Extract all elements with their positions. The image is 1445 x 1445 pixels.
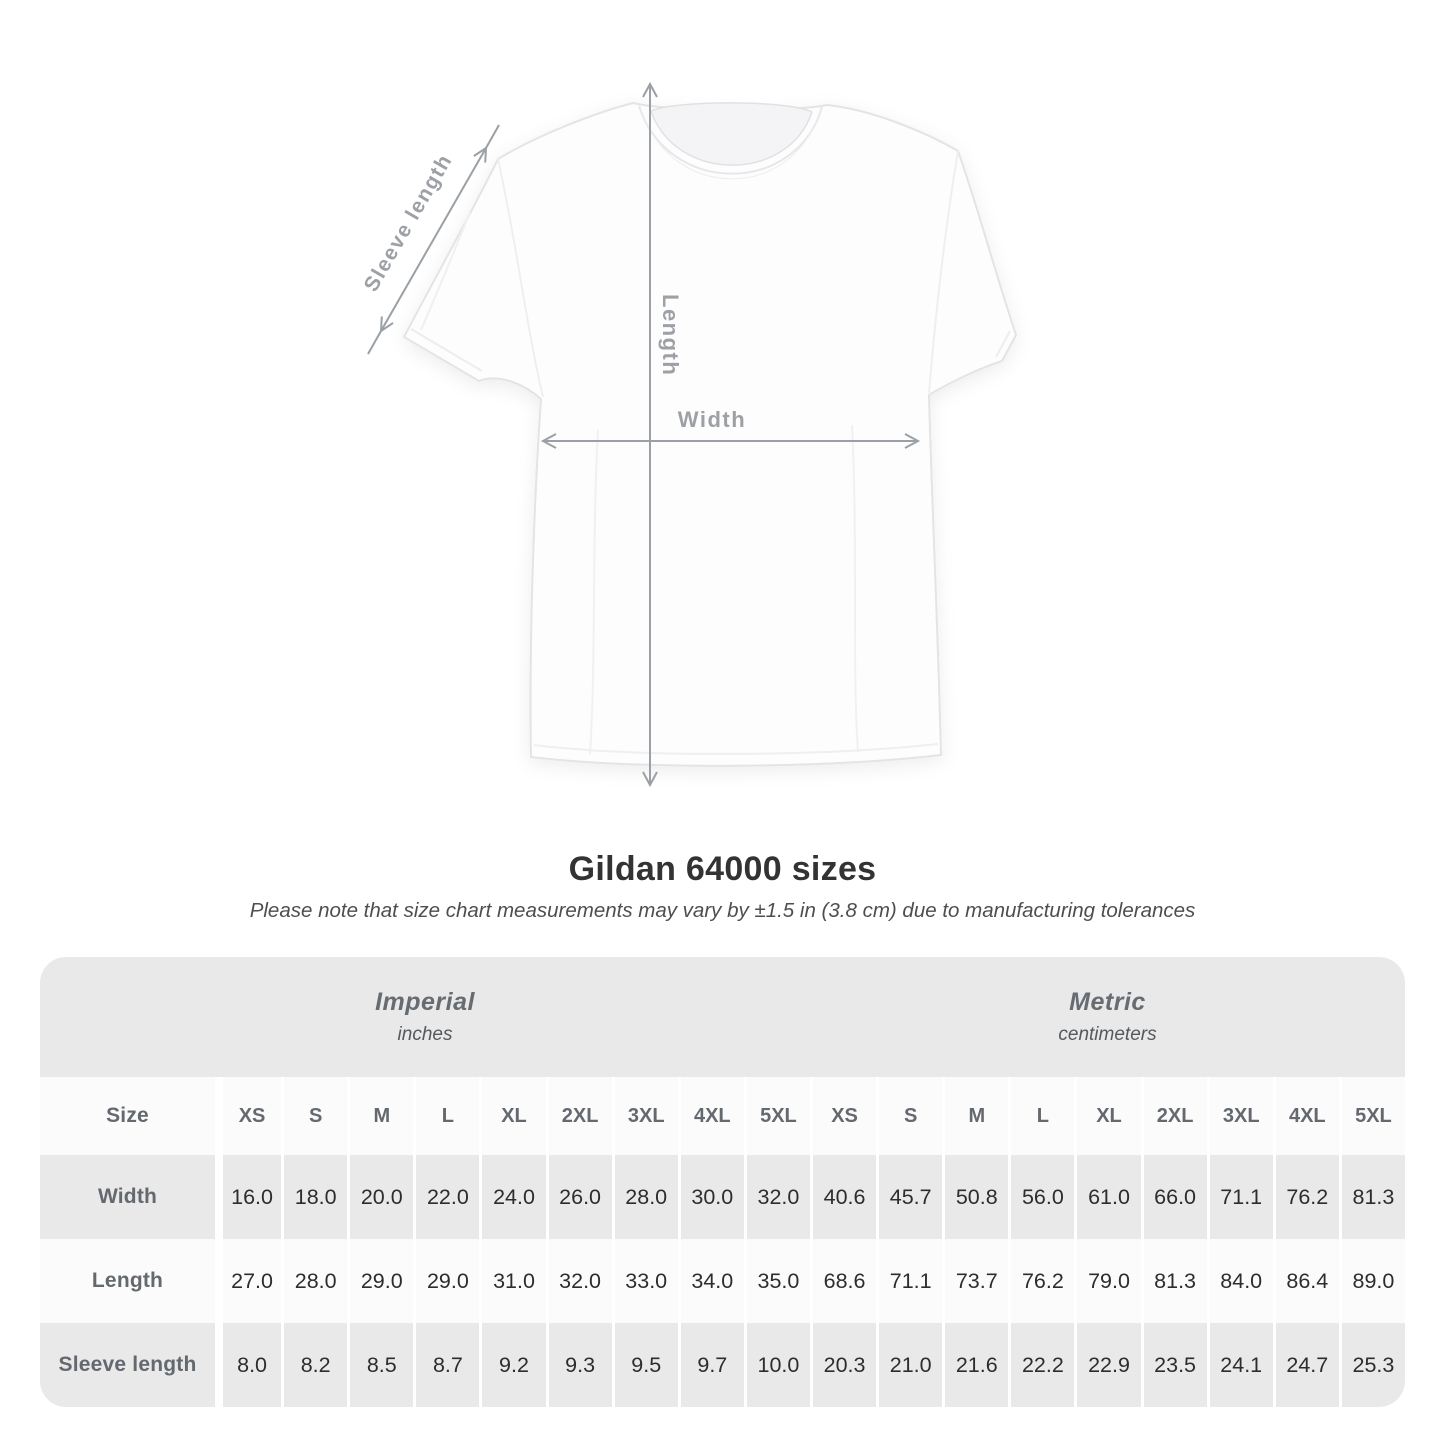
- value-cell: 21.0: [876, 1323, 943, 1407]
- size-header-5xl: 5XL: [743, 1077, 810, 1155]
- value-cell: 81.3: [1140, 1239, 1207, 1323]
- value-cell: 24.7: [1272, 1323, 1339, 1407]
- value-cell: 18.0: [281, 1155, 348, 1239]
- value-cell: 68.6: [810, 1239, 877, 1323]
- value-cell: 8.2: [281, 1323, 348, 1407]
- value-cell: 32.0: [743, 1155, 810, 1239]
- value-cell: 9.7: [677, 1323, 744, 1407]
- value-cell: 76.2: [1008, 1239, 1075, 1323]
- size-header-xl: XL: [1074, 1077, 1141, 1155]
- value-cell: 79.0: [1074, 1239, 1141, 1323]
- value-cell: 61.0: [1074, 1155, 1141, 1239]
- size-header-4xl: 4XL: [677, 1077, 744, 1155]
- value-cell: 34.0: [677, 1239, 744, 1323]
- value-cell: 22.9: [1074, 1323, 1141, 1407]
- value-cell: 24.1: [1206, 1323, 1273, 1407]
- value-cell: 32.0: [545, 1239, 612, 1323]
- unit-group-name: Imperial: [375, 988, 475, 1016]
- value-cell: 26.0: [545, 1155, 612, 1239]
- value-cell: 35.0: [743, 1239, 810, 1323]
- size-column-header: Size: [40, 1077, 215, 1155]
- size-header-l: L: [413, 1077, 480, 1155]
- value-cell: 21.6: [942, 1323, 1009, 1407]
- unit-group-name: Metric: [1069, 988, 1146, 1016]
- value-cell: 56.0: [1008, 1155, 1075, 1239]
- value-cell: 22.2: [1008, 1323, 1075, 1407]
- tshirt-illustration: Width Length Sleeve length: [360, 81, 1018, 788]
- value-cell: 16.0: [215, 1155, 282, 1239]
- value-cell: 81.3: [1338, 1155, 1405, 1239]
- value-cell: 9.3: [545, 1323, 612, 1407]
- size-header-xl: XL: [479, 1077, 546, 1155]
- value-cell: 28.0: [281, 1239, 348, 1323]
- value-cell: 71.1: [1206, 1155, 1273, 1239]
- size-header-m: M: [347, 1077, 414, 1155]
- value-cell: 76.2: [1272, 1155, 1339, 1239]
- row-label: Length: [40, 1239, 215, 1323]
- value-cell: 71.1: [876, 1239, 943, 1323]
- value-cell: 20.0: [347, 1155, 414, 1239]
- size-header-s: S: [876, 1077, 943, 1155]
- value-cell: 73.7: [942, 1239, 1009, 1323]
- size-header-2xl: 2XL: [1140, 1077, 1207, 1155]
- value-cell: 24.0: [479, 1155, 546, 1239]
- sleeve-length-arrow: [367, 124, 500, 355]
- size-header-3xl: 3XL: [611, 1077, 678, 1155]
- size-header-4xl: 4XL: [1272, 1077, 1339, 1155]
- value-cell: 31.0: [479, 1239, 546, 1323]
- value-cell: 50.8: [942, 1155, 1009, 1239]
- width-label: Width: [678, 407, 746, 432]
- value-cell: 28.0: [611, 1155, 678, 1239]
- size-header-xs: XS: [215, 1077, 282, 1155]
- size-header-3xl: 3XL: [1206, 1077, 1273, 1155]
- value-cell: 8.7: [413, 1323, 480, 1407]
- page-title: Gildan 64000 sizes: [568, 850, 877, 888]
- size-header-m: M: [942, 1077, 1009, 1155]
- value-cell: 8.5: [347, 1323, 414, 1407]
- value-cell: 10.0: [743, 1323, 810, 1407]
- row-label: Width: [40, 1155, 215, 1239]
- value-cell: 29.0: [347, 1239, 414, 1323]
- value-cell: 27.0: [215, 1239, 282, 1323]
- value-cell: 89.0: [1338, 1239, 1405, 1323]
- row-label: Sleeve length: [40, 1323, 215, 1407]
- tshirt-body: [402, 101, 1018, 767]
- value-cell: 8.0: [215, 1323, 282, 1407]
- collar-opening: [650, 102, 813, 166]
- value-cell: 66.0: [1140, 1155, 1207, 1239]
- value-cell: 40.6: [810, 1155, 877, 1239]
- value-cell: 20.3: [810, 1323, 877, 1407]
- size-header-s: S: [281, 1077, 348, 1155]
- size-header-5xl: 5XL: [1338, 1077, 1405, 1155]
- value-cell: 9.5: [611, 1323, 678, 1407]
- unit-group-unit: centimeters: [1058, 1024, 1157, 1045]
- value-cell: 45.7: [876, 1155, 943, 1239]
- tolerance-note: Please note that size chart measurements…: [249, 899, 1196, 922]
- value-cell: 9.2: [479, 1323, 546, 1407]
- tshirt-measurement-diagram: Width Length Sleeve length: [360, 81, 1018, 788]
- value-cell: 29.0: [413, 1239, 480, 1323]
- unit-group-header-imperial: Imperial inches: [40, 957, 810, 1077]
- value-cell: 30.0: [677, 1155, 744, 1239]
- value-cell: 33.0: [611, 1239, 678, 1323]
- size-header-l: L: [1008, 1077, 1075, 1155]
- unit-group-header-metric: Metric centimeters: [810, 957, 1405, 1077]
- value-cell: 25.3: [1338, 1323, 1405, 1407]
- size-table: Imperial inches Metric centimeters Size XS S M L…: [40, 957, 1405, 1407]
- width-arrow: [540, 433, 921, 449]
- measurement-annotations: [367, 81, 921, 788]
- value-cell: 22.0: [413, 1155, 480, 1239]
- value-cell: 23.5: [1140, 1323, 1207, 1407]
- size-header-xs: XS: [810, 1077, 877, 1155]
- size-header-2xl: 2XL: [545, 1077, 612, 1155]
- value-cell: 86.4: [1272, 1239, 1339, 1323]
- value-cell: 84.0: [1206, 1239, 1273, 1323]
- length-label: Length: [658, 294, 683, 376]
- unit-group-unit: inches: [397, 1024, 453, 1045]
- length-arrow: [642, 81, 658, 788]
